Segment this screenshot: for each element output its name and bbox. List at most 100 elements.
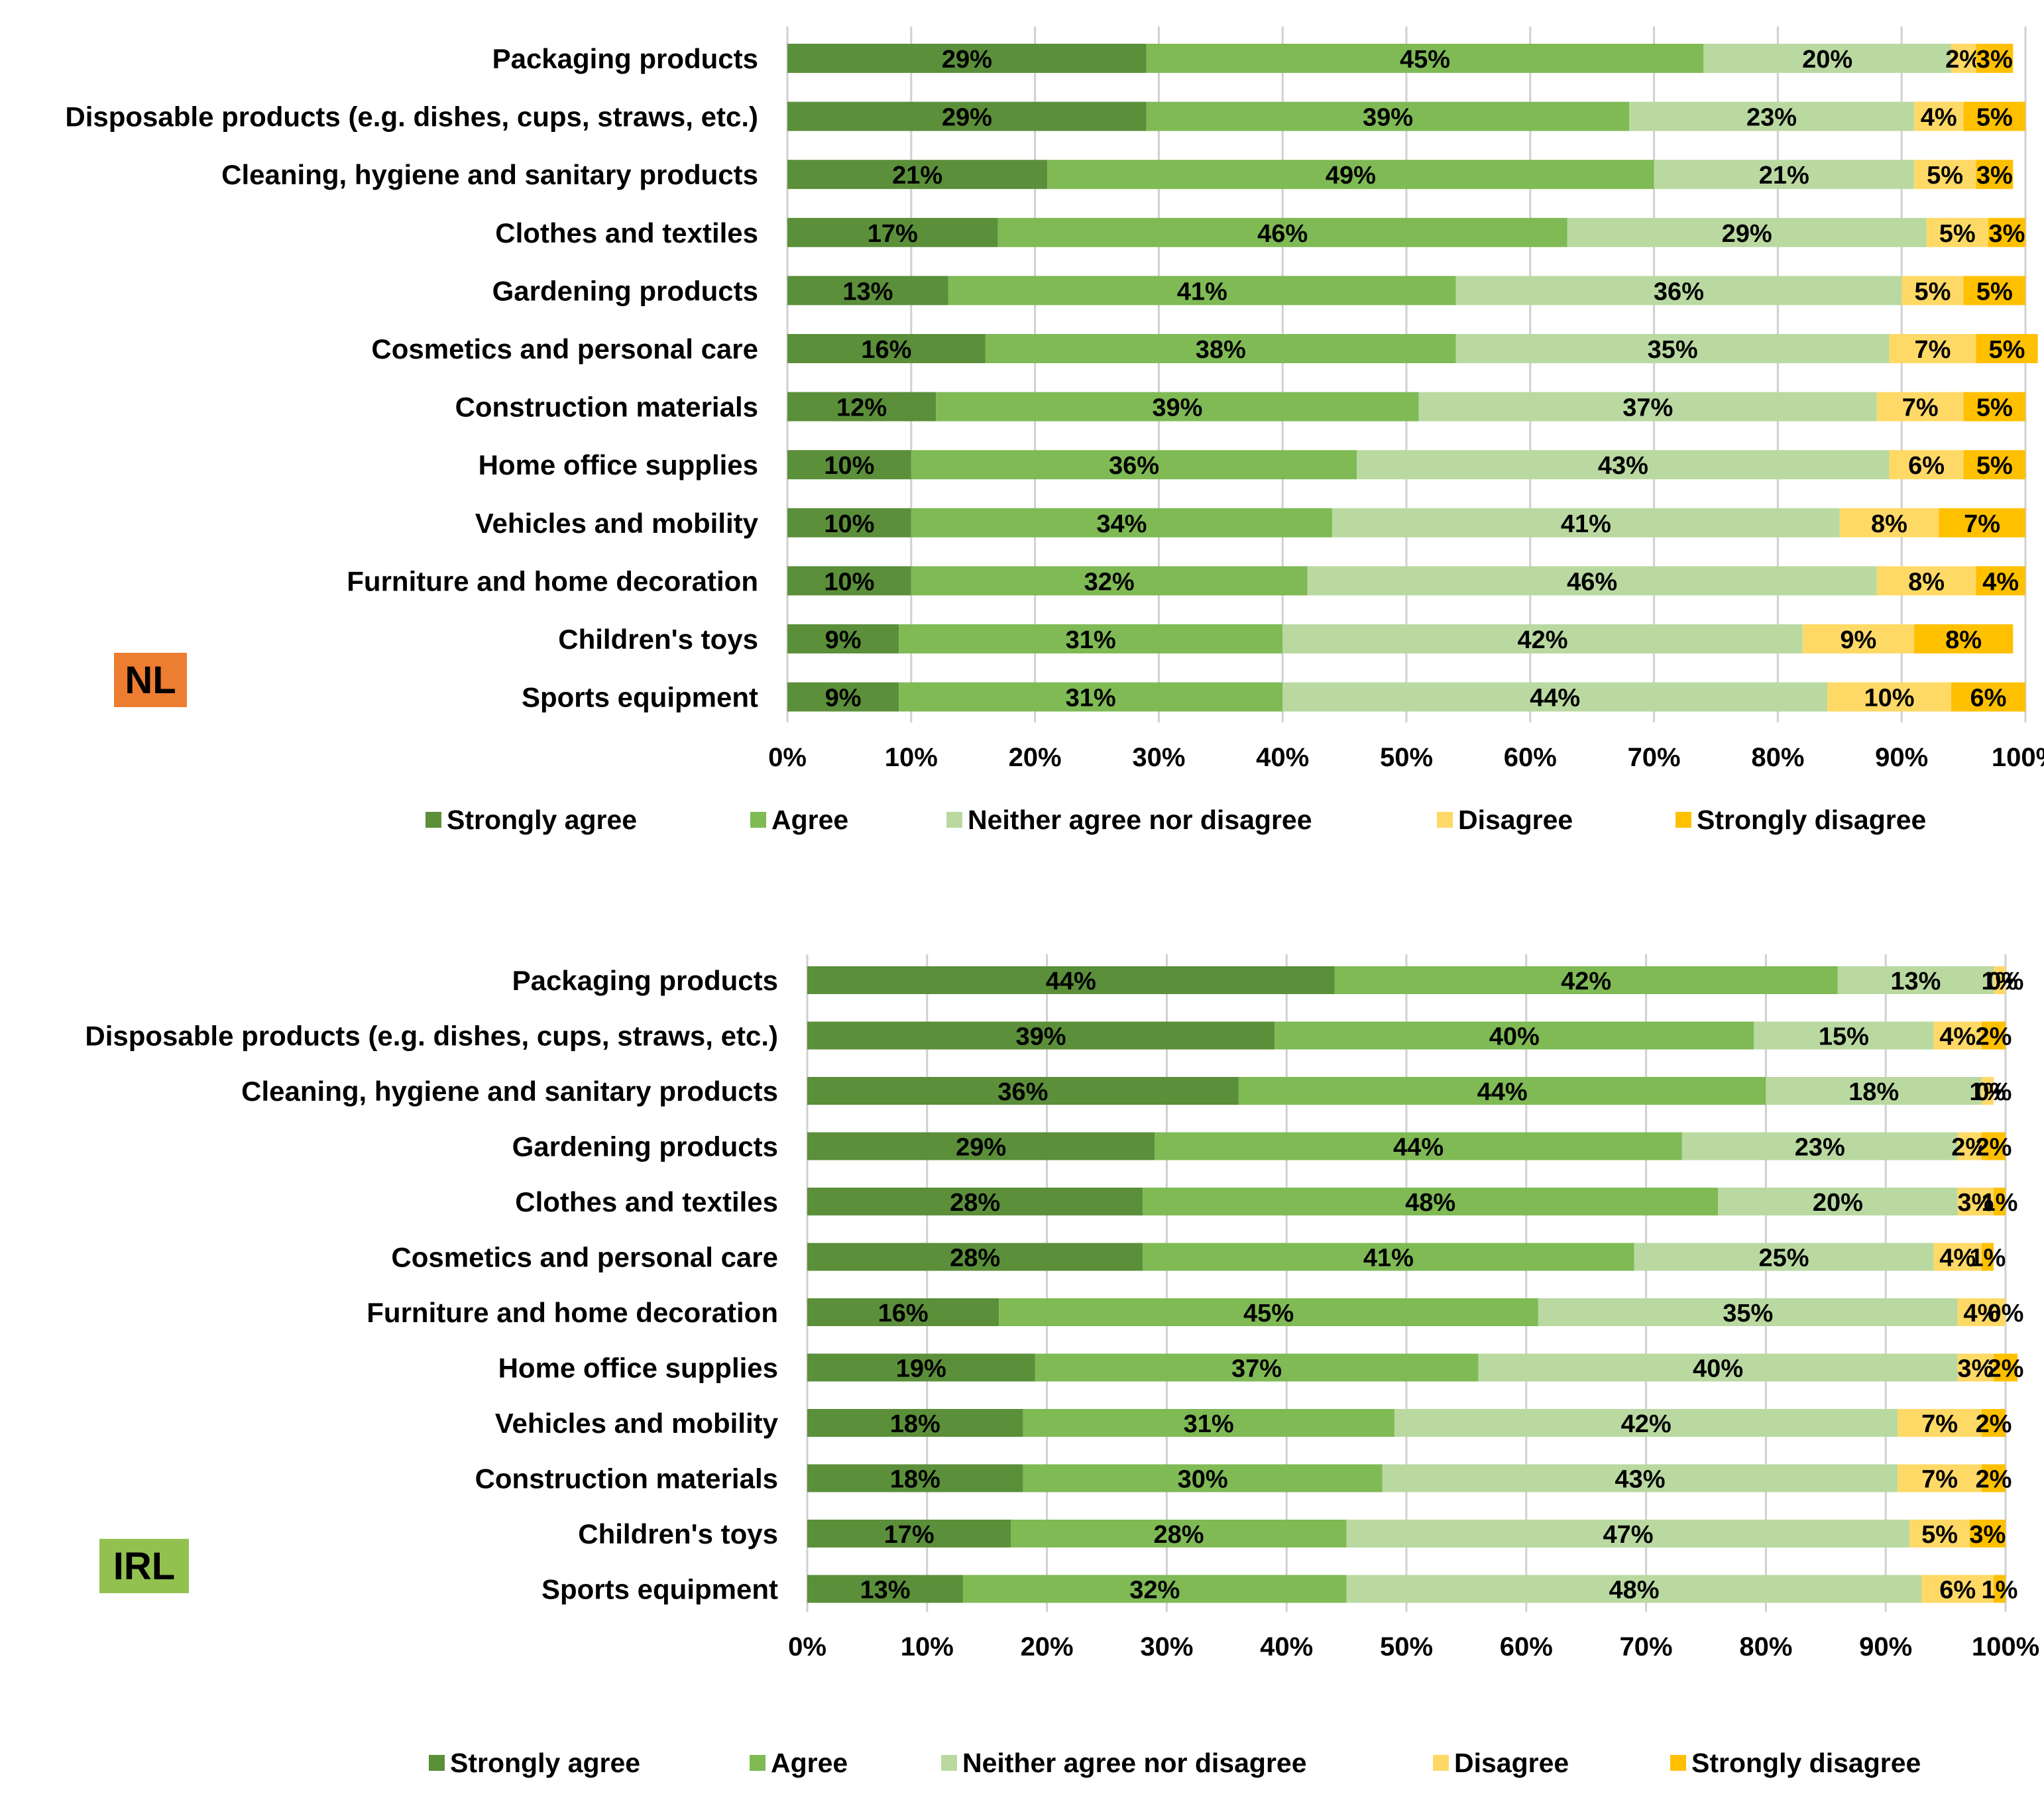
bar-segment-disagree — [1902, 276, 1964, 306]
data-label: 3% — [1969, 1521, 2006, 1549]
data-label: 17% — [868, 220, 918, 248]
data-label: 18% — [890, 1410, 940, 1438]
bar-segment-strongly-agree — [807, 1132, 1155, 1160]
category-label: Home office supplies — [498, 1353, 778, 1384]
category-label: Furniture and home decoration — [367, 1297, 778, 1328]
data-label: 9% — [1840, 626, 1876, 654]
data-label: 25% — [1758, 1245, 1809, 1272]
bar-segment-disagree — [1876, 566, 1976, 596]
data-label: 32% — [1129, 1577, 1180, 1604]
bar-segment-strongly-disagree — [1913, 624, 2014, 653]
legend-swatch-agree — [750, 812, 766, 828]
bar-segment-strongly-agree — [807, 1243, 1143, 1271]
bar-segment-disagree — [1839, 508, 1939, 537]
bar-segment-agree — [911, 566, 1308, 596]
legend-label: Neither agree nor disagree — [968, 805, 1312, 835]
bar-segment-agree — [985, 334, 1456, 363]
x-tick-label: 90% — [1875, 743, 1928, 772]
data-label: 16% — [861, 336, 911, 364]
legend-swatch-strongly-agree — [429, 1755, 445, 1771]
category-label: Children's toys — [558, 624, 758, 655]
bar-segment-agree — [999, 1298, 1538, 1326]
legend-swatch-strongly-agree — [426, 812, 441, 828]
category-label: Sports equipment — [541, 1574, 778, 1605]
bar-segment-neither — [1703, 44, 1951, 73]
bar-segment-strongly-disagree — [1963, 101, 2025, 131]
data-label: 4% — [1921, 104, 1957, 132]
bar-segment-strongly-agree — [787, 101, 1147, 131]
category-label: Sports equipment — [522, 682, 758, 713]
data-label: 7% — [1914, 336, 1951, 364]
bar-segment-disagree — [1957, 1353, 1994, 1382]
bar-segment-strongly-agree — [787, 624, 899, 653]
data-label: 34% — [1096, 510, 1147, 538]
bar-segment-disagree — [1898, 1409, 1982, 1437]
data-label: 36% — [1109, 452, 1159, 480]
bar-segment-disagree — [1889, 450, 1964, 480]
data-label: 32% — [1084, 568, 1135, 596]
data-label: 5% — [1921, 1521, 1958, 1549]
legend-swatch-disagree — [1437, 812, 1453, 828]
x-tick-label: 70% — [1620, 1632, 1673, 1661]
data-label: 5% — [1976, 104, 2013, 132]
bar-segment-strongly-agree — [807, 1575, 964, 1603]
data-label: 10% — [824, 510, 874, 538]
category-label: Gardening products — [512, 1131, 778, 1162]
bar-segment-strongly-agree — [807, 1409, 1023, 1437]
data-label: 1% — [1969, 1078, 2006, 1106]
data-label: 7% — [1921, 1466, 1958, 1494]
bar-segment-neither — [1654, 160, 1914, 190]
bar-segment-agree — [1143, 1188, 1719, 1215]
data-label: 21% — [892, 162, 942, 190]
x-tick-label: 60% — [1504, 743, 1557, 772]
bar-segment-agree — [1143, 1243, 1634, 1271]
bar-segment-agree — [1146, 101, 1630, 131]
bar-segment-neither — [1718, 1188, 1958, 1215]
data-label: 5% — [1976, 452, 2013, 480]
category-label: Construction materials — [475, 1463, 778, 1494]
category-label: Disposable products (e.g. dishes, cups, … — [85, 1021, 778, 1052]
chart-irl: Packaging products 44% 42% 13% 1%0%Disposabl… — [85, 954, 2039, 1778]
bar-segment-agree — [911, 450, 1357, 480]
data-label: 2% — [1975, 1134, 2012, 1162]
bar-segment-neither — [1332, 508, 1840, 537]
bar-segment-neither — [1455, 334, 1890, 363]
bar-segment-strongly-disagree — [1981, 1409, 2006, 1437]
x-tick-label: 20% — [1009, 743, 1062, 772]
bar-segment-agree — [1035, 1353, 1479, 1382]
country-badge-nl — [114, 653, 187, 707]
bar-segment-neither — [1418, 392, 1877, 421]
bar-segment-strongly-disagree — [1993, 1353, 2018, 1382]
data-label: 31% — [1184, 1410, 1234, 1438]
bar-segment-agree — [963, 1575, 1347, 1603]
bar-segment-disagree — [1876, 392, 1964, 421]
bar-segment-agree — [1011, 1520, 1347, 1547]
data-label: 8% — [1908, 568, 1945, 596]
bar-segment-strongly-agree — [807, 1520, 1011, 1547]
data-label: 6% — [1908, 452, 1945, 480]
bar-segment-strongly-disagree — [1976, 160, 2014, 190]
data-label: 45% — [1400, 46, 1450, 74]
bar-segment-neither — [1307, 566, 1877, 596]
bar-segment-strongly-disagree — [1981, 1464, 2006, 1492]
data-label: 0% — [1988, 968, 2024, 995]
bar-segment-strongly-disagree — [1981, 1021, 2006, 1050]
bar-segment-neither — [1629, 101, 1914, 131]
data-label: 15% — [1819, 1023, 1869, 1051]
data-label: 28% — [1153, 1521, 1204, 1549]
bar-segment-strongly-agree — [787, 392, 937, 421]
bar-segment-disagree — [1957, 1132, 1982, 1160]
data-label: 0% — [1975, 1078, 2012, 1106]
legend-swatch-neither — [946, 812, 962, 828]
data-label: 7% — [1964, 510, 2000, 538]
data-label: 29% — [942, 46, 992, 74]
data-label: 12% — [836, 394, 887, 422]
data-label: 2% — [1945, 46, 1982, 74]
data-label: 44% — [1530, 685, 1580, 712]
data-label: 35% — [1648, 336, 1698, 364]
x-tick-label: 40% — [1256, 743, 1309, 772]
bar-segment-disagree — [1933, 1243, 1982, 1271]
bar-segment-strongly-agree — [807, 1188, 1143, 1215]
data-label: 40% — [1693, 1355, 1743, 1383]
